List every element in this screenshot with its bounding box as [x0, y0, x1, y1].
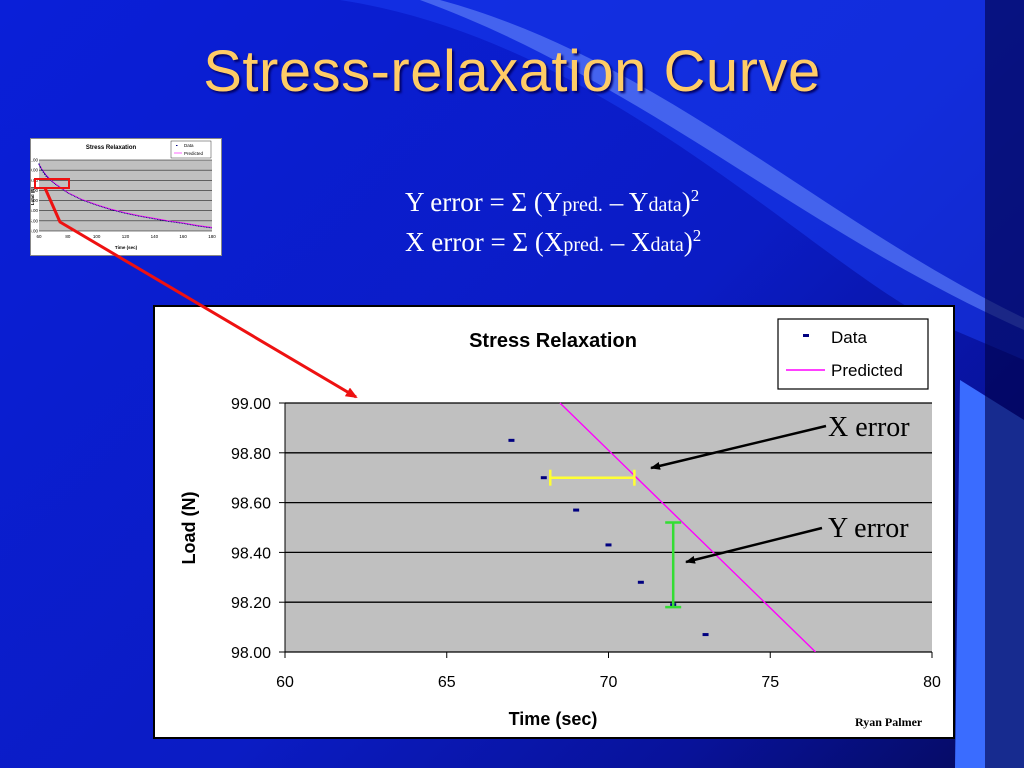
slide-title: Stress-relaxation Curve	[203, 39, 821, 104]
thumb-legend-data-label: Data	[184, 143, 194, 148]
data-point	[508, 438, 515, 442]
x-tick-label: 65	[438, 674, 456, 691]
x-error-label: X error	[828, 412, 910, 443]
thumbnail-chart: Stress Relaxation 94.00 95.00 96.00 97.00 98.…	[24, 138, 222, 256]
thumb-y-axis-label: Load (N)	[31, 186, 35, 205]
thumb-y-tick-label: 101.00	[31, 158, 38, 163]
legend-data-label: Data	[831, 328, 867, 347]
thumb-data-point	[42, 171, 44, 173]
x-error-formula: X error = Σ (Xpred. – Xdata)2	[405, 226, 702, 257]
thumb-data-point	[39, 166, 42, 168]
data-point	[573, 508, 580, 512]
thumb-chart-title: Stress Relaxation	[86, 145, 137, 151]
thumb-data-point	[41, 169, 43, 171]
thumb-x-tick-label: 60	[36, 234, 42, 239]
x-tick-label: 60	[276, 674, 294, 691]
y-tick-label: 98.80	[231, 446, 271, 463]
legend-data-marker	[803, 334, 809, 337]
thumb-legend: Data Predicted	[170, 140, 212, 159]
data-point	[702, 633, 709, 637]
thumb-legend-data-marker	[176, 145, 178, 146]
thumb-data-point	[44, 173, 46, 175]
y-tick-label: 98.20	[231, 595, 271, 612]
thumb-x-tick-label: 160	[179, 234, 187, 239]
thumb-x-tick-label: 140	[151, 234, 159, 239]
thumb-y-tick-label: 97.00	[31, 198, 38, 203]
legend-box	[777, 318, 929, 390]
y-error-label: Y error	[828, 513, 909, 544]
thumb-plot-area	[39, 160, 212, 231]
data-point	[605, 543, 612, 547]
thumb-y-tick-label: 100.00	[31, 168, 38, 173]
thumb-y-tick-label: 99.00	[31, 178, 38, 183]
thumb-y-tick-label: 98.00	[31, 188, 38, 193]
thumb-x-axis-label: Time (sec)	[115, 245, 138, 250]
thumb-data-point	[38, 163, 40, 165]
thumb-x-tick-label: 180	[208, 234, 216, 239]
y-tick-label: 98.60	[231, 496, 271, 513]
thumb-legend-predicted-label: Predicted	[184, 151, 204, 156]
y-tick-label: 99.00	[231, 396, 271, 413]
y-tick-label: 98.40	[231, 545, 271, 562]
y-error-formula: Y error = Σ (Ypred. – Ydata)2	[405, 186, 700, 217]
y-tick-label: 98.00	[231, 645, 271, 662]
y-axis-label: Load (N)	[179, 492, 199, 565]
legend-predicted-label: Predicted	[831, 361, 903, 380]
main-chart-panel: Stress Relaxation 98.00 98.20 98.40 98.60 98.…	[153, 305, 955, 739]
thumb-x-tick-label: 80	[65, 234, 71, 239]
thumb-legend-box	[170, 140, 212, 159]
x-axis-label: Time (sec)	[509, 709, 598, 729]
data-point	[670, 603, 677, 607]
data-point	[637, 580, 644, 584]
author-credit: Ryan Palmer	[855, 715, 923, 729]
x-tick-label: 70	[600, 674, 618, 691]
data-point	[540, 476, 547, 480]
chart-title: Stress Relaxation	[469, 330, 637, 352]
thumb-y-tick-label: 94.00	[31, 229, 38, 234]
thumb-data-point	[45, 175, 47, 177]
thumb-x-tick-label: 120	[122, 234, 130, 239]
thumb-y-tick-label: 95.00	[31, 218, 38, 223]
thumb-y-tick-label: 96.00	[31, 208, 38, 213]
legend: Data Predicted	[777, 318, 929, 390]
x-tick-label: 75	[761, 674, 779, 691]
thumb-x-tick-label: 100	[93, 234, 101, 239]
x-tick-label: 80	[923, 674, 941, 691]
